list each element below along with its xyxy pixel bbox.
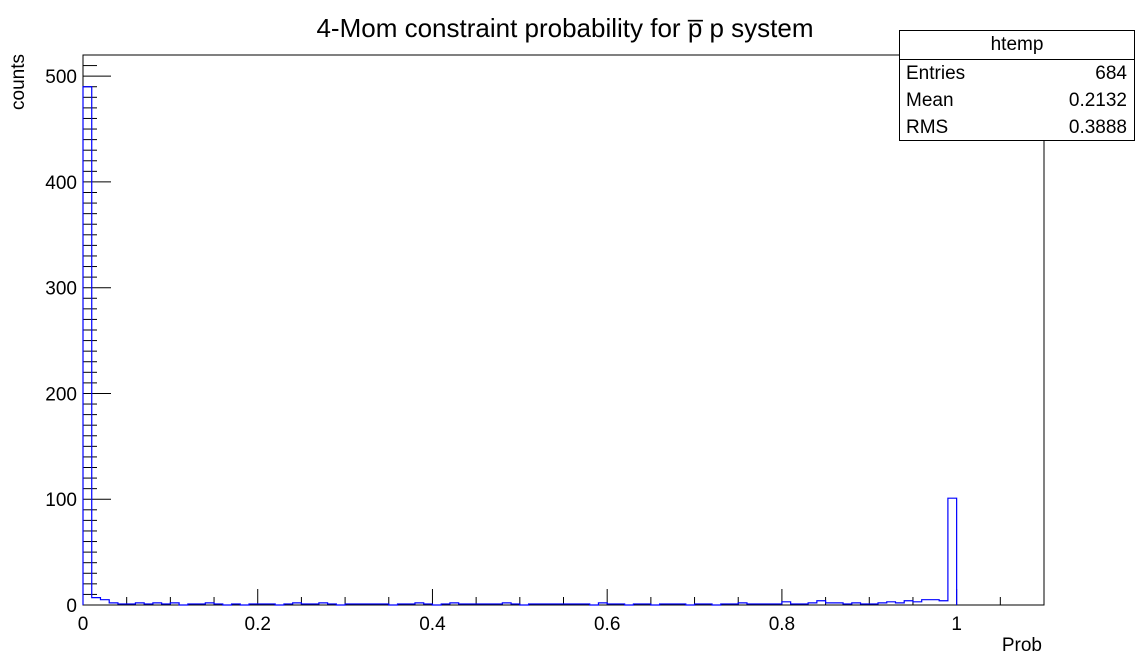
stats-entries-label: Entries — [906, 63, 966, 84]
y-tick-label: 400 — [45, 173, 77, 194]
x-tick-label: 0.6 — [594, 614, 620, 635]
stats-row-entries: Entries 684 — [900, 60, 1134, 87]
x-axis-label: Prob — [1002, 635, 1042, 656]
y-axis: 0 100 200 300 400 500 — [45, 54, 111, 617]
x-tick-label: 0.8 — [769, 614, 795, 635]
y-axis-label: counts — [8, 54, 29, 110]
chart-title: 4-Mom constraint probability for p̅ p sy… — [316, 13, 813, 43]
x-tick-label: 1 — [951, 614, 962, 635]
y-tick-label: 100 — [45, 490, 77, 511]
stats-box: htemp Entries 684 Mean 0.2132 RMS 0.3888 — [899, 30, 1135, 141]
x-axis: 0 0.2 0.4 0.6 0.8 1 — [78, 589, 1045, 635]
x-tick-label: 0.4 — [419, 614, 446, 635]
stats-rms-value: 0.3888 — [1068, 117, 1127, 138]
y-tick-label: 300 — [45, 279, 77, 300]
stats-box-title: htemp — [900, 31, 1134, 60]
y-tick-label: 200 — [45, 384, 77, 405]
stats-row-rms: RMS 0.3888 — [900, 114, 1134, 141]
stats-rms-label: RMS — [906, 117, 949, 138]
x-tick-label: 0.2 — [245, 614, 271, 635]
y-tick-label: 500 — [45, 67, 77, 88]
x-tick-label: 0 — [78, 614, 89, 635]
histogram-series-line — [82, 86, 958, 606]
y-tick-label: 0 — [66, 596, 77, 617]
stats-mean-value: 0.2132 — [1068, 90, 1127, 111]
stats-entries-value: 684 — [1095, 63, 1127, 84]
stats-row-mean: Mean 0.2132 — [900, 87, 1134, 114]
stats-mean-label: Mean — [906, 90, 954, 111]
